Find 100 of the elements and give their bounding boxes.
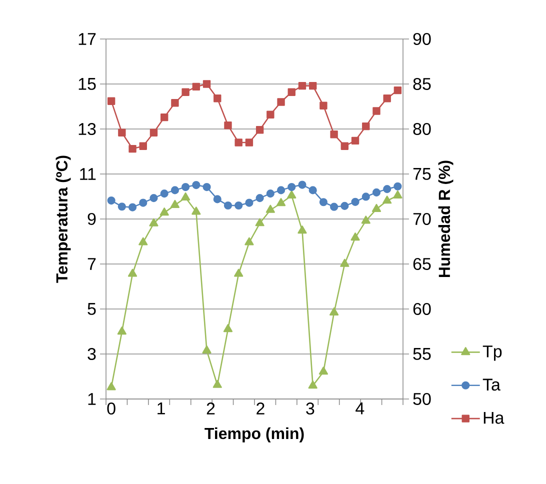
point: [383, 94, 391, 102]
point: [128, 203, 137, 212]
y-tick-label: 13: [78, 122, 96, 136]
x-tick-label: 4: [356, 402, 364, 414]
point: [308, 380, 318, 389]
point: [150, 194, 158, 202]
point: [350, 232, 360, 241]
y-tick-label: 9: [88, 212, 96, 226]
point: [160, 190, 168, 198]
point: [340, 258, 350, 267]
point: [118, 128, 126, 136]
point: [171, 99, 179, 107]
point: [106, 382, 116, 390]
y2-tick-label: 60: [413, 302, 431, 316]
y-tick-label: 3: [88, 348, 96, 360]
point: [394, 182, 402, 190]
point: [298, 180, 306, 189]
x-tick-label: 0: [107, 402, 116, 415]
point: [276, 186, 286, 194]
point: [351, 198, 360, 206]
point: [383, 185, 392, 194]
point: [340, 142, 349, 150]
y-tick-label: 15: [78, 78, 96, 90]
point: [128, 268, 138, 277]
point: [245, 138, 254, 146]
point: [361, 216, 370, 224]
point: [319, 198, 328, 206]
x-tick-label: 2: [256, 402, 264, 414]
x-tick-label: 1: [158, 402, 165, 414]
point: [362, 122, 370, 130]
point: [372, 107, 380, 115]
point: [181, 192, 190, 201]
y-tick-label: 11: [80, 168, 96, 180]
point: [382, 196, 392, 204]
point: [138, 237, 148, 246]
point: [277, 98, 285, 106]
point: [372, 204, 382, 212]
y-tick-label: 1: [88, 393, 96, 405]
y2-tick-label: 55: [413, 348, 431, 360]
x-axis-title: Tiempo (min): [204, 427, 304, 442]
point: [320, 102, 328, 110]
point: [107, 97, 116, 105]
point: [212, 380, 222, 388]
point: [202, 80, 211, 88]
point: [223, 324, 233, 332]
point: [107, 196, 116, 205]
point: [182, 88, 190, 96]
y-tick-label: 7: [88, 258, 96, 270]
point: [160, 113, 168, 122]
y2-tick-label: 50: [413, 392, 431, 406]
point: [330, 202, 338, 211]
point: [234, 268, 244, 277]
point: [213, 195, 222, 204]
point: [393, 190, 402, 198]
point: [224, 201, 232, 210]
point: [340, 202, 349, 210]
legend-label: Tp: [482, 346, 502, 361]
point: [160, 208, 169, 216]
point: [192, 206, 201, 215]
point: [117, 326, 126, 335]
y2-tick-label: 90: [413, 32, 431, 46]
point: [351, 136, 360, 145]
y2-tick-label: 75: [413, 168, 431, 180]
x-tick-label: 3: [306, 402, 314, 415]
point: [256, 194, 264, 202]
point: [150, 128, 158, 136]
point: [224, 122, 232, 130]
point: [266, 204, 275, 213]
point: [266, 110, 274, 118]
point: [128, 144, 136, 153]
y-tick-label: 17: [78, 33, 96, 45]
y-tick-label: 5: [88, 303, 96, 315]
point: [288, 182, 296, 192]
point: [234, 201, 243, 210]
y2-tick-label: 80: [413, 122, 431, 136]
point: [202, 345, 212, 354]
point: [266, 190, 274, 198]
point: [287, 190, 296, 198]
point: [202, 182, 211, 192]
point: [298, 82, 306, 90]
point: [372, 188, 381, 196]
point: [192, 180, 200, 190]
point: [149, 218, 158, 226]
point: [362, 192, 370, 201]
legend-label: Ta: [482, 378, 500, 391]
point: [245, 198, 254, 207]
point: [234, 138, 242, 146]
y2-tick-label: 65: [413, 258, 431, 270]
point: [276, 198, 286, 206]
point: [118, 202, 126, 211]
point: [182, 182, 190, 192]
point: [139, 198, 148, 207]
y2-axis-title: Humedad R (%): [438, 160, 454, 278]
point: [139, 142, 147, 150]
y-axis-title: Temperatura (ºC): [56, 156, 71, 283]
legend-label: Ha: [484, 412, 504, 424]
point: [256, 126, 264, 134]
point: [308, 186, 317, 194]
point: [255, 218, 264, 226]
point: [318, 366, 328, 375]
